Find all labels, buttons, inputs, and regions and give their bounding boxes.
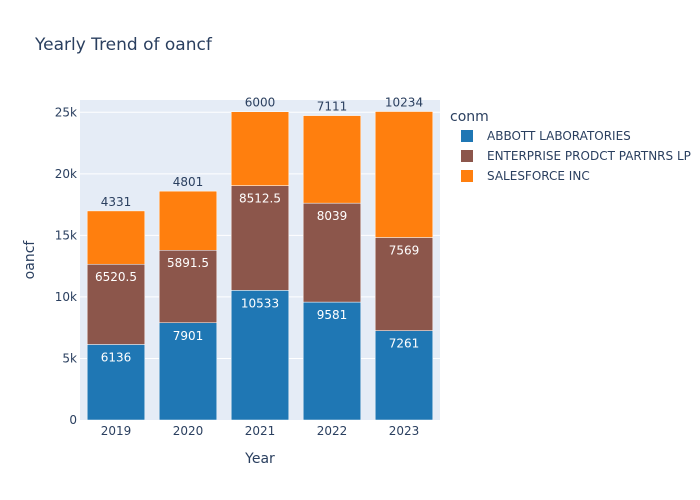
bar-data-label: 7111 (317, 100, 348, 114)
bar-segment[interactable] (302, 301, 362, 421)
x-tick-label: 2019 (101, 424, 132, 438)
bar-data-label: 4801 (173, 175, 204, 189)
bar-data-label: 10234 (385, 96, 423, 110)
y-tick-label: 25k (55, 105, 77, 119)
bar-segment[interactable] (86, 210, 146, 265)
bar-data-label: 7569 (389, 243, 420, 257)
x-axis-ticks: 2019 2020 2021 2022 2023 (101, 424, 420, 438)
legend-label: SALESFORCE INC (487, 169, 590, 183)
bar-data-label: 9581 (317, 308, 348, 322)
x-axis-title: Year (244, 451, 275, 467)
bar-segment[interactable] (158, 249, 218, 324)
y-tick-label: 10k (55, 290, 77, 304)
bar-data-label: 8039 (317, 209, 348, 223)
bar-segment[interactable] (230, 111, 290, 186)
bar-data-label: 10533 (241, 296, 279, 310)
bar-segment[interactable] (302, 115, 362, 204)
x-tick-label: 2023 (389, 424, 420, 438)
legend-title: conm (450, 109, 489, 125)
bar-data-label: 7261 (389, 337, 420, 351)
bar-data-label: 6000 (245, 96, 276, 110)
chart-title: Yearly Trend of oancf (34, 35, 213, 55)
x-tick-label: 2021 (245, 424, 276, 438)
bar-data-label: 6520.5 (95, 270, 137, 284)
x-tick-label: 2020 (173, 424, 204, 438)
y-tick-label: 0 (69, 413, 77, 427)
x-tick-label: 2022 (317, 424, 348, 438)
bar-data-label: 4331 (101, 195, 132, 209)
bars: 6136 6520.5 4331 7901 5891.5 4801 10533 8512.5 6… (86, 96, 434, 421)
bar-segment[interactable] (86, 344, 146, 421)
legend-swatch (461, 150, 473, 162)
legend-swatch (461, 170, 473, 182)
bar-segment[interactable] (374, 111, 434, 238)
bar-data-label: 5891.5 (167, 256, 209, 270)
bar-data-label: 6136 (101, 350, 132, 364)
y-tick-label: 15k (55, 228, 77, 242)
bar-segment[interactable] (158, 190, 218, 251)
bar-data-label: 8512.5 (239, 192, 281, 206)
legend-swatch (461, 130, 473, 142)
y-axis-ticks: 0 5k 10k 15k 20k 25k (55, 105, 77, 427)
bar-segment[interactable] (374, 330, 434, 421)
y-tick-label: 5k (62, 351, 77, 365)
bar-segment[interactable] (302, 202, 362, 303)
bar-segment[interactable] (230, 290, 290, 421)
bar-segment[interactable] (230, 185, 290, 291)
bar-segment[interactable] (374, 237, 434, 331)
legend: conm ABBOTT LABORATORIES ENTERPRISE PRODC… (450, 109, 691, 183)
legend-label: ABBOTT LABORATORIES (487, 129, 631, 143)
legend-label: ENTERPRISE PRODCT PARTNRS LP (487, 149, 691, 163)
y-axis-title: oancf (22, 240, 38, 280)
bar-data-label: 7901 (173, 329, 204, 343)
bar-segment[interactable] (158, 322, 218, 421)
y-tick-label: 20k (55, 167, 77, 181)
bar-segment[interactable] (86, 263, 146, 345)
